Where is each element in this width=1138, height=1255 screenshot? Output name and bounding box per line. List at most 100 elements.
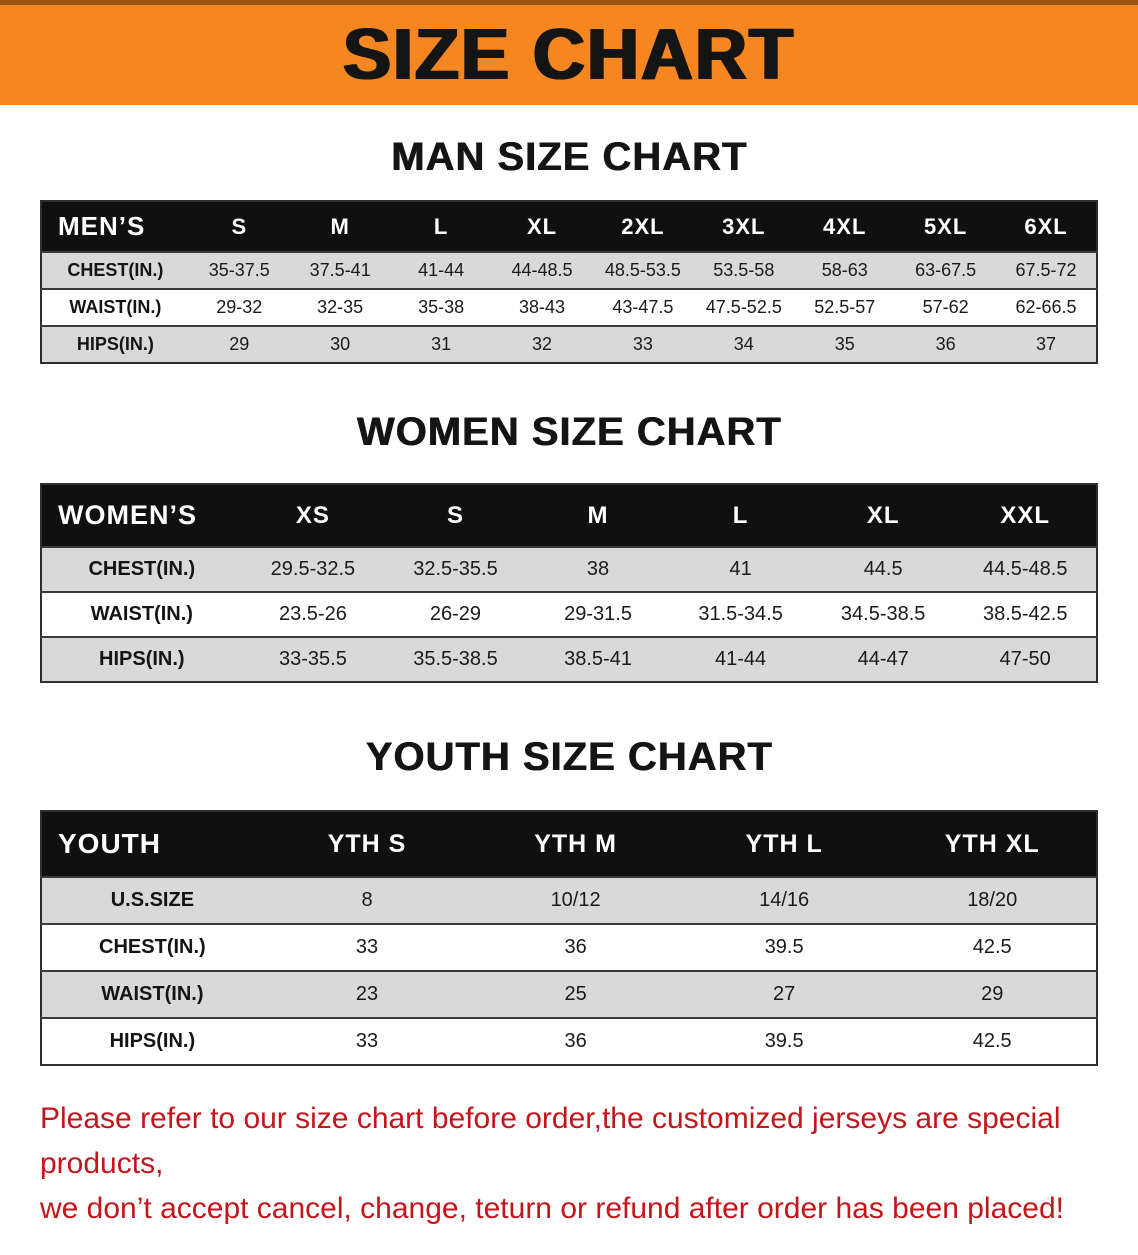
table-cell: 58-63 — [821, 260, 868, 280]
table-cell: 35-37.5 — [208, 260, 270, 280]
table-cell: 29 — [229, 334, 250, 354]
table-cell: 42.5 — [972, 1030, 1012, 1052]
table-cell: 10/12 — [550, 889, 601, 911]
table-cell: 30 — [330, 334, 351, 354]
table-cell: 44.5 — [863, 558, 903, 580]
table-row: U.S.SIZE 8 10/12 14/16 18/20 — [41, 877, 1097, 924]
banner: SIZE CHART — [0, 0, 1138, 105]
table-row: HIPS(IN.) 29 30 31 32 33 34 35 36 37 — [41, 326, 1097, 363]
table-cell: 33 — [632, 334, 653, 354]
table-cell: 18/20 — [967, 889, 1018, 911]
table-cell: 35-38 — [418, 297, 465, 317]
men-section: MAN SIZE CHART MEN’S S M L XL 2XL 3XL 4XL 5XL 6XL… — [0, 105, 1138, 364]
table-cell: 27 — [773, 983, 796, 1005]
size-table-men: MEN’S S M L XL 2XL 3XL 4XL 5XL 6XL CHEST(IN.) 35-37… — [40, 200, 1098, 364]
table-cell: 23 — [355, 983, 379, 1005]
row-label: HIPS(IN.) — [109, 1030, 196, 1052]
column-header: XXL — [954, 484, 1097, 547]
table-header-row: MEN’S S M L XL 2XL 3XL 4XL 5XL 6XL — [41, 201, 1097, 252]
table-cell: 36 — [564, 1030, 587, 1052]
notice-line-1: Please refer to our size chart before or… — [40, 1102, 1061, 1180]
table-cell: 26-29 — [429, 603, 482, 625]
notice-line-2: we don’t accept cancel, change, teturn o… — [40, 1192, 1064, 1225]
table-cell: 31 — [431, 334, 452, 354]
youth-size-table-wrap: YOUTH YTH S YTH M YTH L YTH XL U.S.SIZE 8 10/12… — [40, 810, 1098, 1066]
size-table-youth: YOUTH YTH S YTH M YTH L YTH XL U.S.SIZE 8 10/12… — [40, 810, 1098, 1066]
row-label: WAIST(IN.) — [101, 983, 204, 1005]
table-row: WAIST(IN.) 29-32 32-35 35-38 38-43 43-47.5 47.… — [41, 289, 1097, 326]
column-header: 5XL — [895, 201, 997, 252]
row-label: HIPS(IN.) — [76, 334, 154, 354]
women-section: WOMEN SIZE CHART WOMEN’S XS S M L XL XXL CHEST(… — [0, 364, 1138, 683]
table-cell: 43-47.5 — [612, 297, 674, 317]
table-cell: 39.5 — [764, 1030, 804, 1052]
column-header: YTH S — [262, 811, 472, 877]
row-label: WAIST(IN.) — [69, 297, 162, 317]
table-cell: 41-44 — [418, 260, 465, 280]
table-cell: 38 — [586, 558, 610, 580]
table-corner-label: MEN’S — [41, 201, 189, 252]
table-cell: 14/16 — [759, 889, 810, 911]
table-cell: 57-62 — [922, 297, 969, 317]
column-header: XL — [811, 484, 955, 547]
table-row: WAIST(IN.) 23.5-26 26-29 29-31.5 31.5-34.5 34… — [41, 592, 1097, 637]
column-header: M — [289, 201, 391, 252]
table-cell: 67.5-72 — [1015, 260, 1077, 280]
women-section-heading: WOMEN SIZE CHART — [356, 410, 782, 454]
table-cell: 29 — [981, 983, 1004, 1005]
table-cell: 33-35.5 — [278, 648, 347, 670]
table-cell: 34.5-38.5 — [840, 603, 926, 625]
table-row: HIPS(IN.) 33-35.5 35.5-38.5 38.5-41 41-44 44-… — [41, 637, 1097, 682]
table-cell: 41-44 — [715, 648, 767, 670]
table-cell: 23.5-26 — [278, 603, 347, 625]
table-cell: 25 — [564, 983, 587, 1005]
table-cell: 44-48.5 — [511, 260, 573, 280]
table-cell: 35 — [834, 334, 855, 354]
column-header: 3XL — [693, 201, 795, 252]
table-cell: 53.5-58 — [713, 260, 775, 280]
table-cell: 52.5-57 — [814, 297, 876, 317]
size-table-women: WOMEN’S XS S M L XL XXL CHEST(IN.) 29.5-32.5 32.5… — [40, 483, 1098, 683]
table-cell: 31.5-34.5 — [698, 603, 783, 625]
table-row: WAIST(IN.) 23 25 27 29 — [41, 971, 1097, 1018]
footer-notice: Please refer to our size chart before or… — [40, 1096, 1098, 1231]
table-cell: 37 — [1036, 334, 1057, 354]
table-cell: 63-67.5 — [915, 260, 977, 280]
table-corner-label: WOMEN’S — [41, 484, 242, 547]
column-header: YTH XL — [888, 811, 1097, 877]
table-cell: 42.5 — [972, 936, 1012, 958]
table-cell: 41 — [729, 558, 752, 580]
table-cell: 32.5-35.5 — [413, 558, 498, 580]
table-row: CHEST(IN.) 29.5-32.5 32.5-35.5 38 41 44.5 44.5… — [41, 547, 1097, 592]
row-label: CHEST(IN.) — [88, 558, 196, 580]
men-size-table-wrap: MEN’S S M L XL 2XL 3XL 4XL 5XL 6XL CHEST(IN.) 35-37… — [40, 200, 1098, 364]
table-cell: 33 — [355, 936, 379, 958]
table-cell: 62-66.5 — [1015, 297, 1077, 317]
column-header: 2XL — [592, 201, 694, 252]
row-label: HIPS(IN.) — [99, 648, 185, 670]
table-cell: 35.5-38.5 — [413, 648, 498, 670]
row-label: CHEST(IN.) — [67, 260, 164, 280]
youth-section: YOUTH SIZE CHART YOUTH YTH S YTH M YTH L YTH… — [0, 683, 1138, 1066]
column-header: YTH L — [679, 811, 889, 877]
banner-title: SIZE CHART — [343, 15, 795, 95]
table-cell: 47.5-52.5 — [705, 297, 782, 317]
table-cell: 36 — [564, 936, 587, 958]
table-cell: 29-32 — [216, 297, 263, 317]
table-row: CHEST(IN.) 33 36 39.5 42.5 — [41, 924, 1097, 971]
table-cell: 47-50 — [999, 648, 1051, 670]
table-cell: 38.5-41 — [564, 648, 632, 670]
column-header: 6XL — [996, 201, 1097, 252]
table-header-row: YOUTH YTH S YTH M YTH L YTH XL — [41, 811, 1097, 877]
column-header: XS — [241, 484, 385, 547]
column-header: L — [390, 201, 492, 252]
table-row: HIPS(IN.) 33 36 39.5 42.5 — [41, 1018, 1097, 1065]
table-cell: 48.5-53.5 — [604, 260, 681, 280]
table-cell: 29-31.5 — [564, 603, 632, 625]
table-cell: 38.5-42.5 — [982, 603, 1068, 625]
table-cell: 8 — [361, 889, 373, 911]
men-section-heading: MAN SIZE CHART — [390, 135, 748, 179]
table-cell: 34 — [733, 334, 754, 354]
column-header: 4XL — [794, 201, 896, 252]
